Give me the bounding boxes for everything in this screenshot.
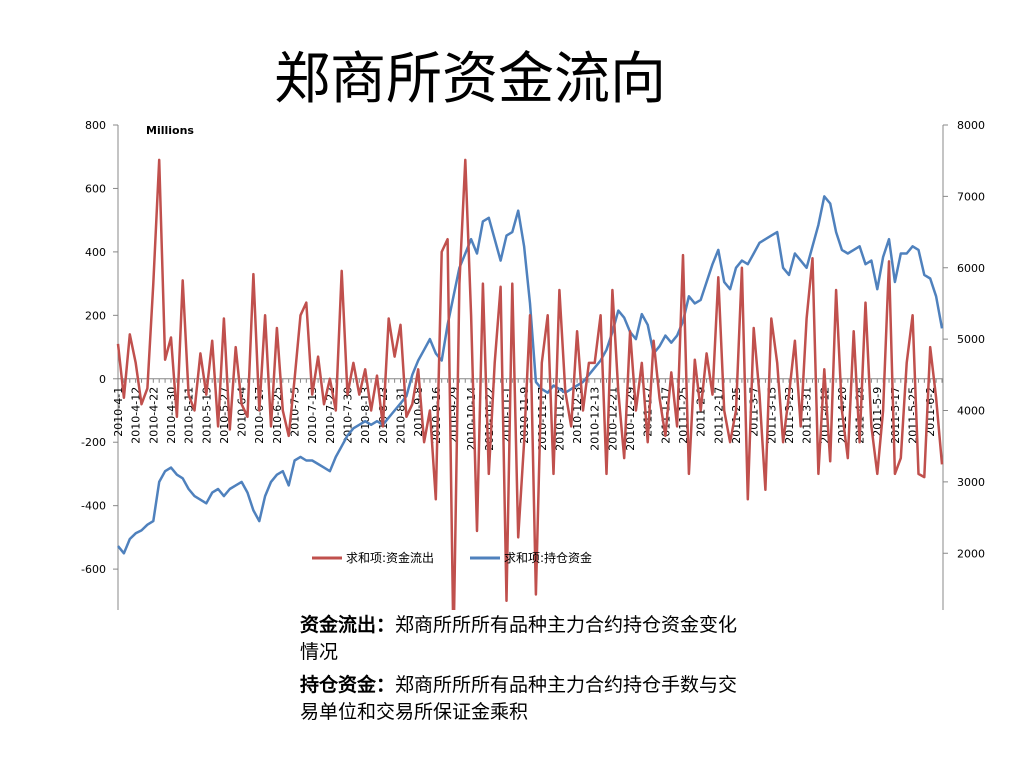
x-tick-label: 2011-3-31 (801, 387, 814, 444)
unit-label: Millions (146, 124, 194, 137)
y-tick-label: 400 (85, 246, 106, 259)
y-tick-label: -400 (81, 500, 106, 513)
series-line (116, 158, 944, 610)
x-tick-label: 2011-3-23 (783, 387, 796, 444)
x-tick-label: 2010-6-4 (236, 387, 249, 437)
legend-label: 求和项:资金流出 (346, 550, 434, 565)
note-text: 郑商所所所有品种主力合约持仓资金变化情况 (300, 614, 738, 663)
note: 资金流出：郑商所所所有品种主力合约持仓资金变化情况 (300, 612, 740, 666)
note: 持仓资金：郑商所所所有品种主力合约持仓手数与交易单位和交易所保证金乘积 (300, 672, 740, 726)
y2-tick-label: 5000 (957, 333, 985, 346)
y-tick-label: 600 (85, 182, 106, 195)
x-tick-label: 2010-5-19 (200, 387, 213, 444)
x-tick-label: 2010-11-17 (536, 387, 549, 451)
x-tick-label: 2010-4-22 (147, 387, 160, 444)
y2-tick-label: 6000 (957, 262, 985, 275)
x-tick-label: 2011-5-17 (889, 387, 902, 444)
x-tick-label: 2010-4-1 (112, 387, 125, 437)
x-tick-label: 2010-4-12 (130, 387, 143, 444)
x-tick-label: 2010-12-13 (589, 387, 602, 451)
x-tick-label: 2010-9-16 (430, 387, 443, 444)
x-tick-label: 2010-5-11 (183, 387, 196, 444)
y2-tick-label: 3000 (957, 476, 985, 489)
x-tick-label: 2010-7-13 (306, 387, 319, 444)
x-tick-label: 2010-12-3 (571, 387, 584, 444)
chart: 郑商所资金流向 Millions -1000-800-600-400-20002… (81, 47, 985, 610)
x-tick-label: 2010-10-14 (465, 387, 478, 451)
chart-title: 郑商所资金流向 (274, 47, 666, 112)
y2-tick-label: 7000 (957, 190, 985, 203)
x-tick-label: 2011-2-17 (712, 387, 725, 444)
y-tick-label: -600 (81, 563, 106, 576)
x-tick-label: 2011-2-9 (695, 387, 708, 437)
y2-tick-label: 4000 (957, 405, 985, 418)
y2-tick-label: 8000 (957, 119, 985, 132)
x-tick-label: 2010-6-25 (271, 387, 284, 444)
y-tick-label: 200 (85, 309, 106, 322)
series-line (117, 195, 944, 555)
notes: 资金流出：郑商所所所有品种主力合约持仓资金变化情况 持仓资金：郑商所所所有品种主… (300, 612, 740, 732)
legend-label: 求和项:持仓资金 (504, 550, 592, 565)
y-tick-label: 0 (99, 373, 106, 386)
note-text: 郑商所所所有品种主力合约持仓手数与交易单位和交易所保证金乘积 (300, 674, 738, 723)
y2-tick-label: 2000 (957, 547, 985, 560)
x-tick-label: 2010-8-13 (359, 387, 372, 444)
x-tick-label: 2010-6-17 (253, 387, 266, 444)
y-tick-label: -200 (81, 436, 106, 449)
y-tick-label: 800 (85, 119, 106, 132)
note-term: 持仓资金： (300, 674, 396, 696)
note-term: 资金流出： (300, 614, 396, 636)
